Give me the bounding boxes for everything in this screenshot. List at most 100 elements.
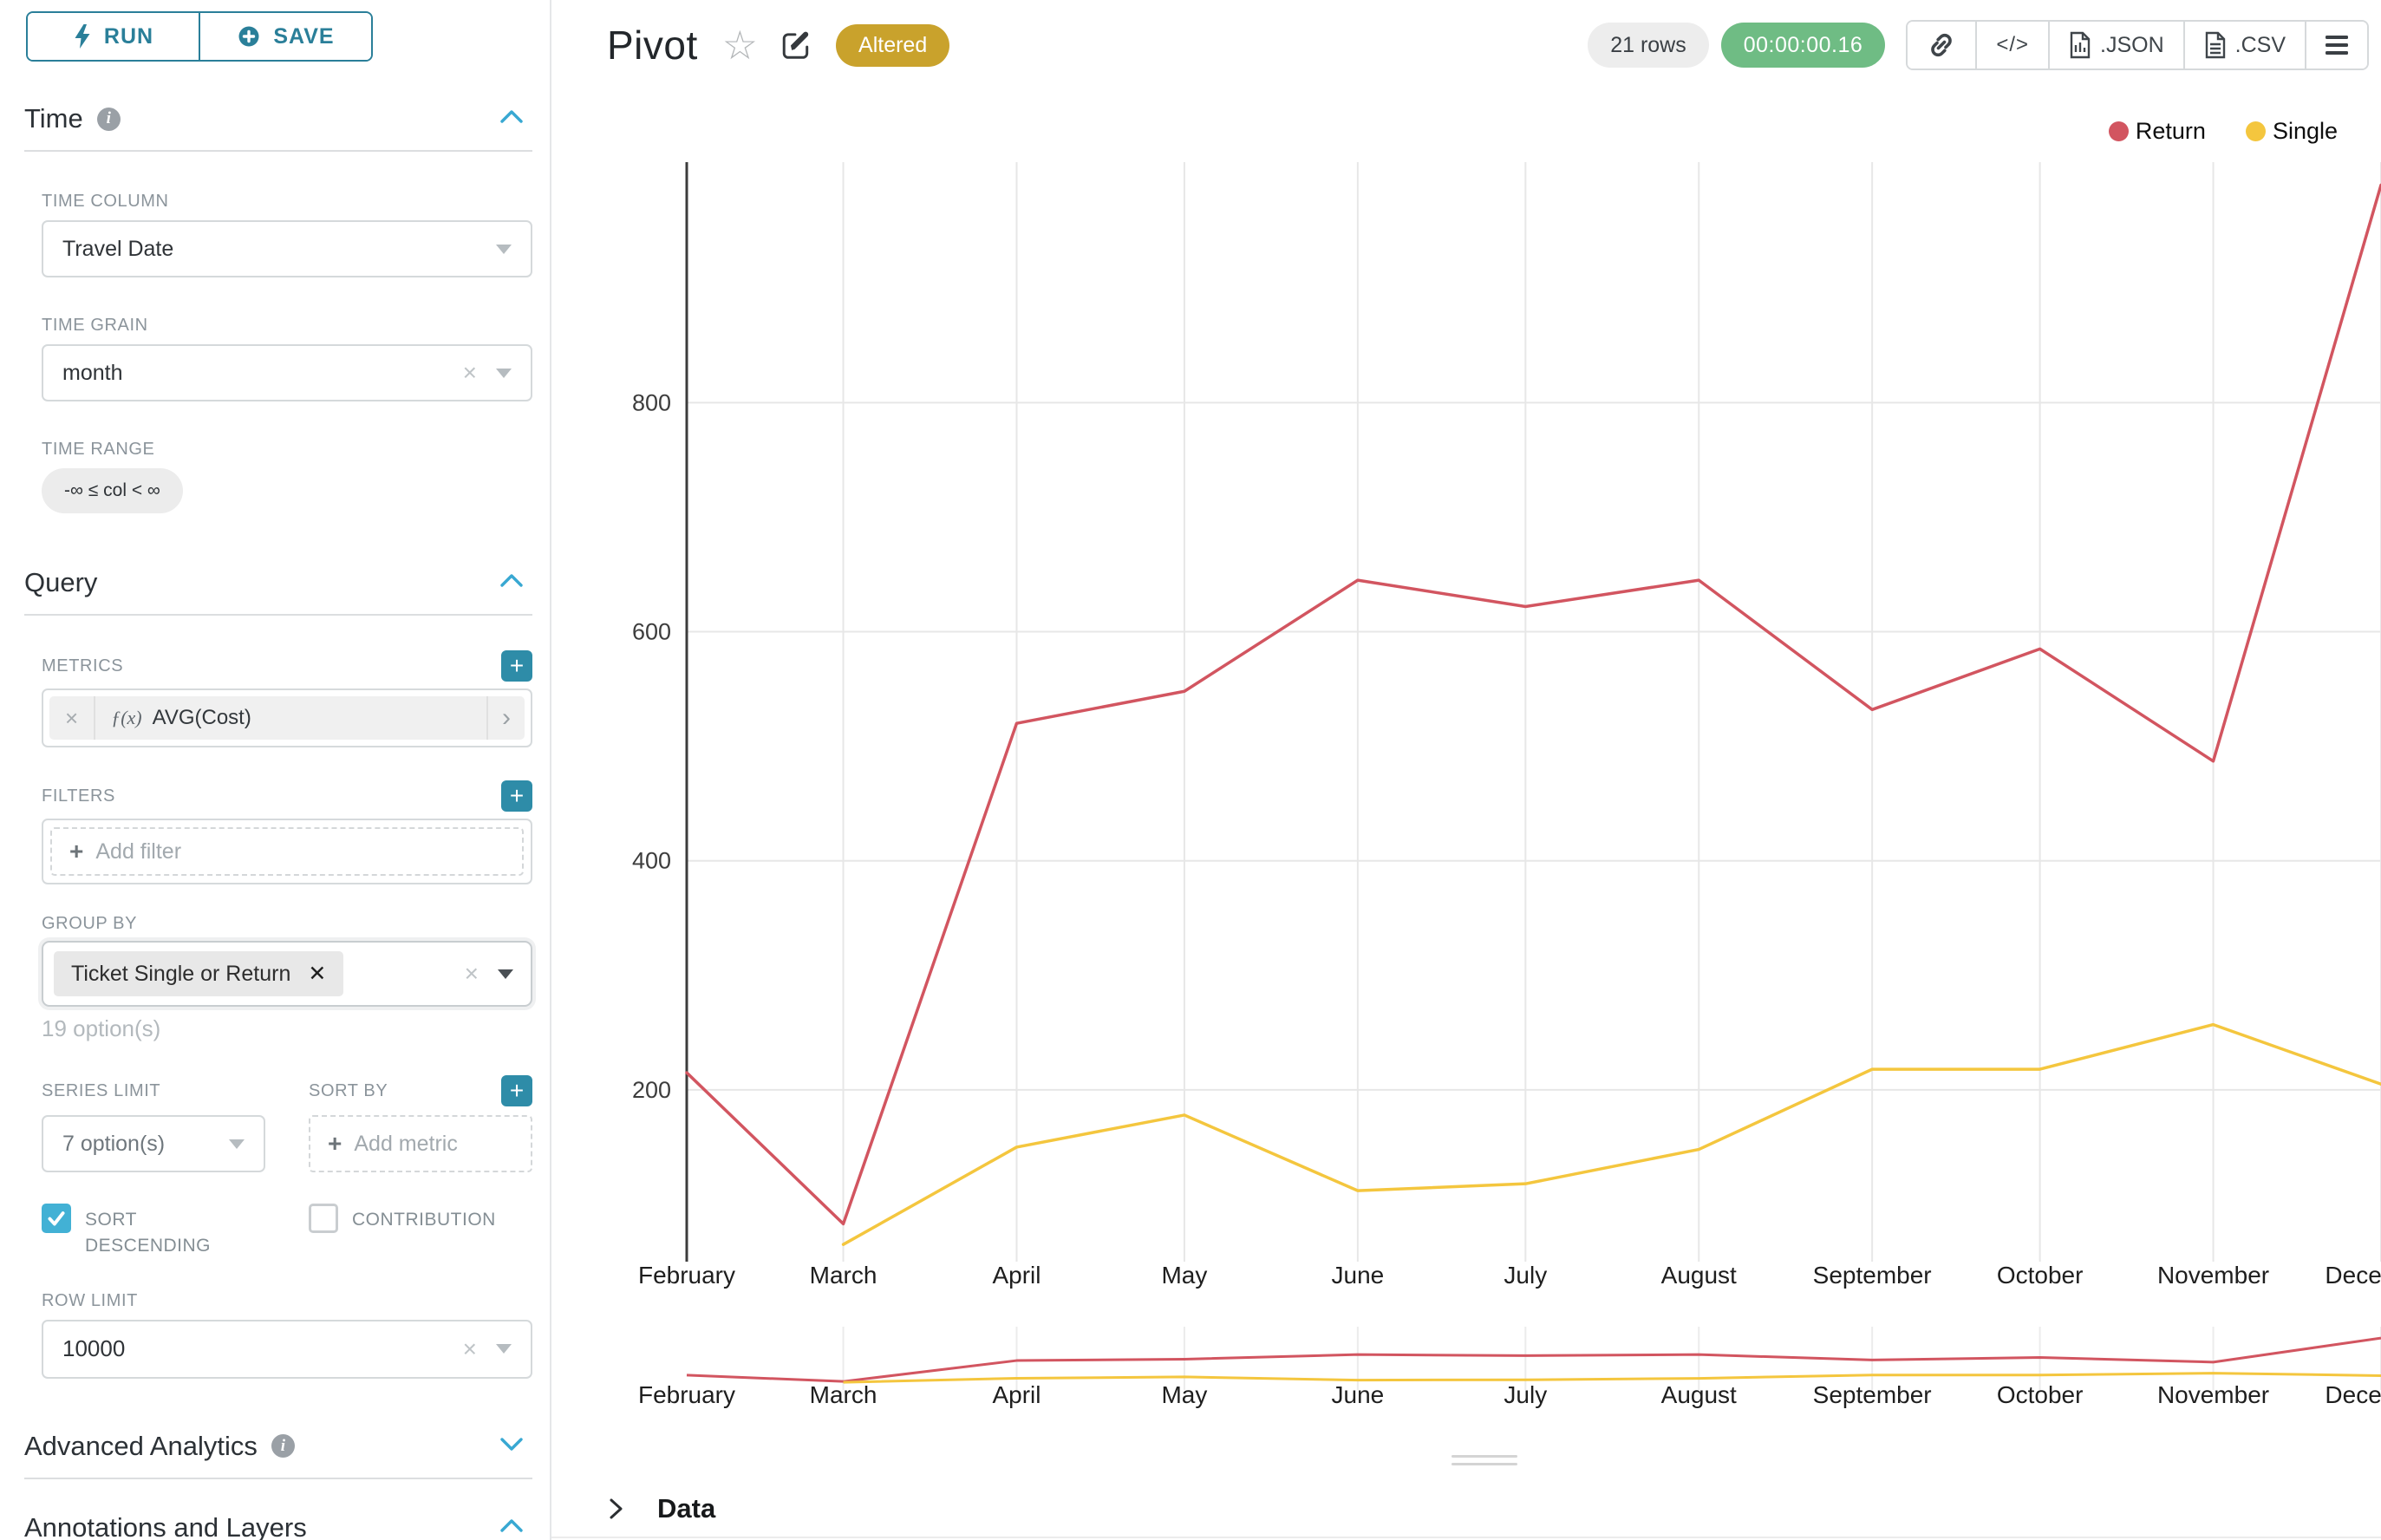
legend-label: Return [2135, 118, 2206, 144]
chevron-down-icon [229, 1139, 245, 1149]
add-metric-plus-button[interactable]: + [501, 650, 532, 682]
row-limit-label: ROW LIMIT [42, 1290, 138, 1310]
save-button[interactable]: SAVE [199, 13, 371, 60]
clear-icon[interactable]: × [462, 1334, 477, 1362]
time-column-value: Travel Date [62, 236, 174, 261]
chart-resize-handle[interactable] [1451, 1455, 1517, 1471]
chevron-down-icon [496, 244, 512, 254]
chevron-down-icon [496, 1344, 512, 1354]
menu-icon [2326, 34, 2348, 56]
clear-icon[interactable]: × [462, 359, 477, 386]
svg-text:August: August [1661, 1262, 1737, 1289]
single-series-line[interactable] [841, 1022, 2381, 1246]
chevron-down-icon [496, 368, 512, 378]
svg-text:November: November [2157, 1262, 2269, 1289]
annotations-section-header[interactable]: Annotations and Layers [24, 1509, 532, 1540]
remove-tag-icon[interactable]: ✕ [308, 962, 327, 986]
run-save-button-group: RUN SAVE [26, 11, 373, 62]
group-by-options-hint: 19 option(s) [42, 1015, 161, 1041]
svg-text:February: February [638, 1381, 735, 1408]
time-column-select[interactable]: Travel Date [42, 220, 532, 277]
export-json-label: .JSON [2100, 32, 2164, 57]
plus-icon: + [69, 838, 84, 865]
svg-text:August: August [1661, 1381, 1737, 1408]
export-csv-button[interactable]: .CSV [2182, 22, 2305, 69]
time-grain-select[interactable]: month × [42, 344, 532, 401]
chevron-down-icon[interactable] [499, 1437, 524, 1456]
json-file-icon [2069, 31, 2091, 59]
run-button-label: RUN [103, 23, 154, 49]
line-chart[interactable]: 200 400 600 800 February March April May June Jul… [607, 130, 2381, 1431]
range-selector-month-labels: February March April May June July August Septe… [638, 1381, 2381, 1408]
svg-text:December: December [2325, 1381, 2381, 1408]
data-panel-toggle[interactable]: Data [607, 1493, 715, 1524]
favorite-star-icon[interactable]: ☆ [721, 23, 759, 68]
altered-badge[interactable]: Altered [836, 23, 950, 67]
remove-metric-icon[interactable]: × [49, 696, 96, 740]
svg-text:May: May [1161, 1381, 1207, 1408]
contribution-label: CONTRIBUTION [352, 1210, 496, 1230]
edit-icon[interactable] [780, 29, 812, 61]
add-filter-button[interactable]: + Add filter [50, 827, 524, 876]
add-sort-metric-label: Add metric [354, 1131, 458, 1156]
chevron-up-icon[interactable] [499, 573, 524, 592]
time-section-header[interactable]: Time i [24, 100, 532, 138]
link-icon [1927, 30, 1956, 60]
svg-text:October: October [1997, 1262, 2084, 1289]
info-icon: i [271, 1434, 295, 1458]
view-query-button[interactable]: </> [1975, 22, 2049, 69]
chevron-right-icon[interactable]: › [486, 696, 525, 740]
sort-by-label: SORT BY [309, 1080, 388, 1100]
query-section-title: Query [24, 567, 98, 597]
function-icon: ƒ(x) [111, 707, 142, 728]
legend-item-single[interactable]: Single [2245, 118, 2338, 145]
legend-item-return[interactable]: Return [2108, 118, 2206, 145]
group-by-select[interactable]: Ticket Single or Return ✕ × [42, 941, 532, 1007]
clear-icon[interactable]: × [464, 960, 479, 987]
query-timer-badge: 00:00:00.16 [1720, 23, 1886, 68]
svg-text:July: July [1504, 1262, 1547, 1289]
add-filter-label: Add filter [95, 839, 182, 864]
svg-text:October: October [1997, 1381, 2084, 1408]
group-by-tag[interactable]: Ticket Single or Return ✕ [54, 951, 344, 996]
export-json-button[interactable]: .JSON [2048, 22, 2183, 69]
legend-dot-icon [2245, 121, 2266, 141]
add-sort-metric-plus-button[interactable]: + [501, 1075, 532, 1106]
add-sort-metric-button[interactable]: + Add metric [309, 1115, 532, 1172]
svg-text:600: 600 [632, 619, 671, 645]
advanced-analytics-section-header[interactable]: Advanced Analytics i [24, 1427, 532, 1465]
chart-menu-button[interactable] [2305, 22, 2367, 69]
query-section-header[interactable]: Query [24, 564, 532, 602]
row-limit-value: 10000 [62, 1335, 126, 1362]
bolt-icon [73, 23, 92, 49]
chart-panel: Pivot ☆ Altered 21 rows 00:00:00.16 [551, 0, 2381, 1540]
export-toolbar: </> .JSON [1906, 20, 2369, 70]
legend-label: Single [2272, 118, 2338, 144]
series-limit-value: 7 option(s) [62, 1131, 166, 1156]
svg-text:February: February [638, 1262, 735, 1289]
add-filter-plus-button[interactable]: + [501, 780, 532, 812]
row-limit-select[interactable]: 10000 × [42, 1319, 532, 1379]
metric-chip[interactable]: × ƒ(x) AVG(Cost) › [49, 696, 525, 740]
run-button[interactable]: RUN [28, 13, 199, 60]
chevron-up-icon[interactable] [499, 109, 524, 128]
range-selector-mini-chart[interactable] [686, 1327, 2381, 1390]
filters-container: + Add filter [42, 819, 532, 884]
series-limit-select[interactable]: 7 option(s) [42, 1115, 265, 1172]
time-grain-value: month [62, 360, 123, 385]
plus-circle-icon [237, 24, 261, 49]
share-link-button[interactable] [1908, 22, 1976, 69]
contribution-checkbox[interactable] [309, 1204, 338, 1233]
plus-icon: + [328, 1130, 342, 1157]
sort-descending-label: SORT DESCENDING [85, 1210, 212, 1256]
svg-text:June: June [1332, 1381, 1385, 1408]
time-range-pill[interactable]: -∞ ≤ col < ∞ [42, 468, 183, 513]
return-series-line[interactable] [685, 183, 2381, 1226]
section-divider [24, 1477, 532, 1479]
time-section-title: Time [24, 103, 83, 134]
metrics-container: × ƒ(x) AVG(Cost) › [42, 688, 532, 747]
sort-descending-checkbox[interactable] [42, 1204, 71, 1233]
chevron-up-icon[interactable] [499, 1518, 524, 1537]
chevron-right-icon [607, 1496, 624, 1522]
filters-label: FILTERS [42, 786, 115, 806]
